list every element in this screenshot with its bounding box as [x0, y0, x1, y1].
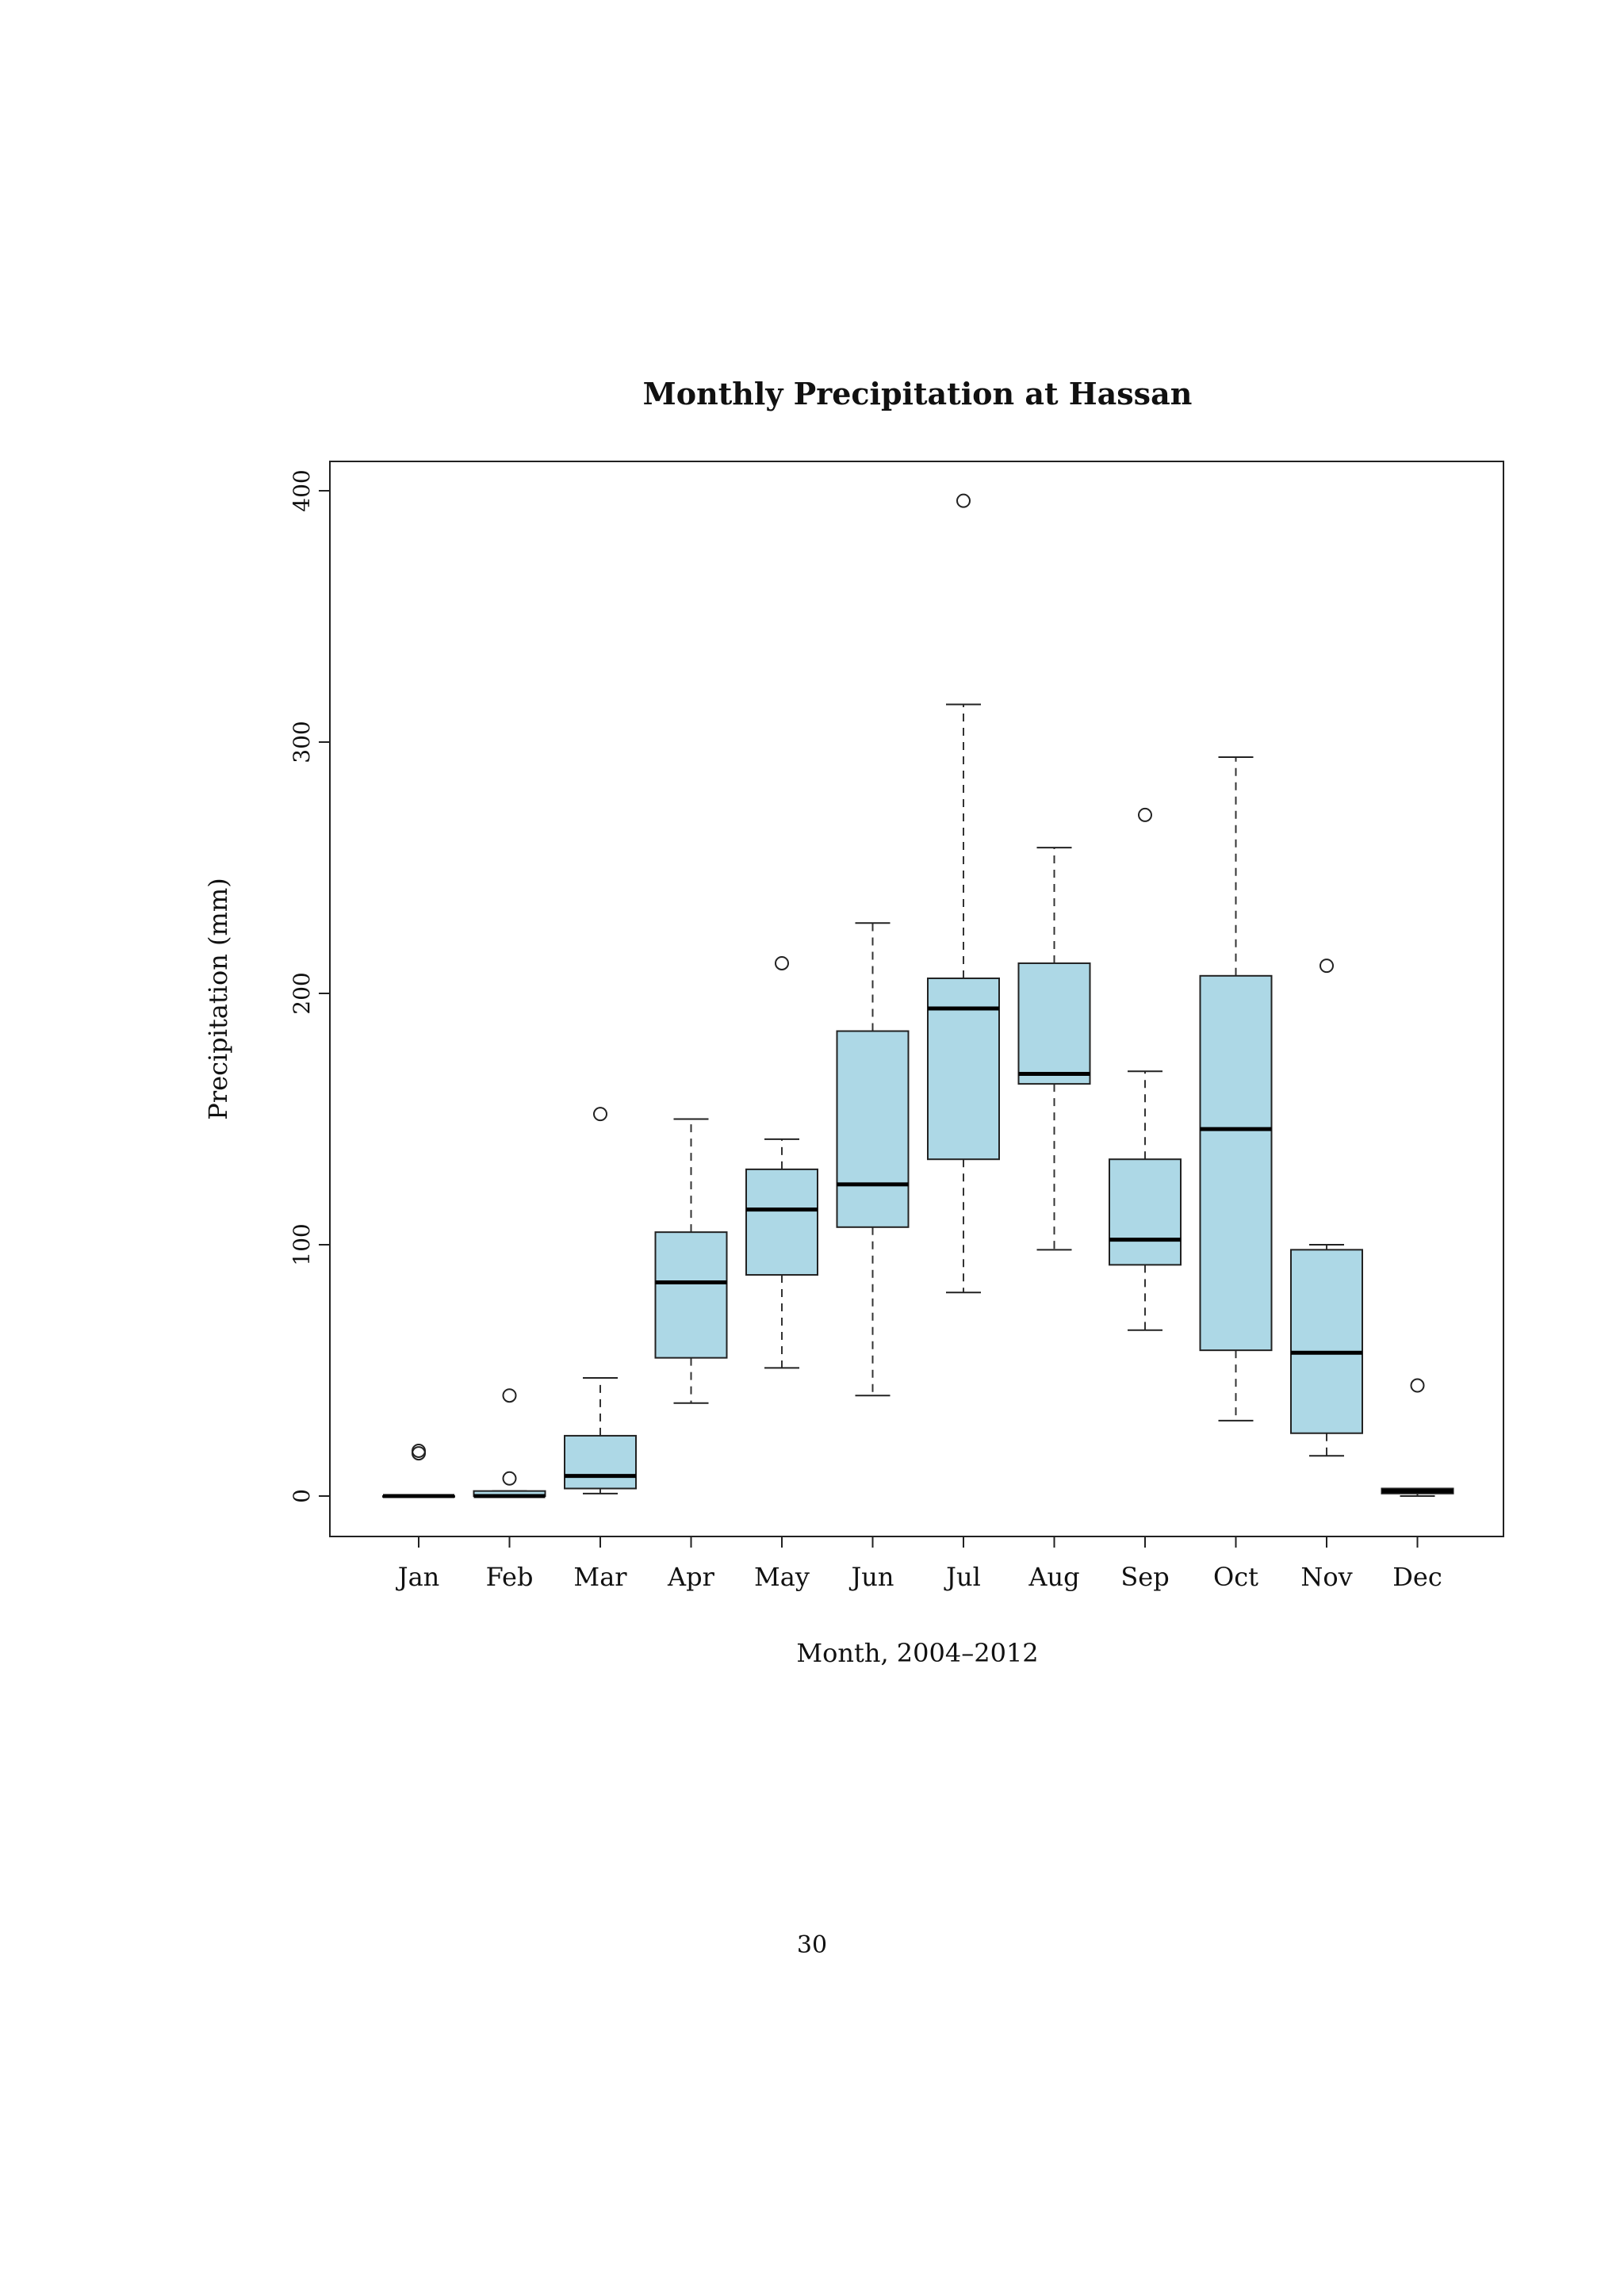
y-tick-label: 300	[289, 721, 315, 763]
y-tick-label: 100	[289, 1223, 315, 1265]
outlier-point	[412, 1443, 426, 1458]
x-tick-label-may: May	[754, 1562, 810, 1592]
box-iqr	[836, 1030, 910, 1228]
box-iqr	[927, 977, 1000, 1161]
x-tick-label-mar: Mar	[573, 1562, 627, 1592]
outlier-point	[502, 1471, 517, 1486]
outlier-point	[956, 493, 971, 508]
outlier-point	[1410, 1378, 1425, 1393]
box-jul	[927, 493, 1000, 1294]
box-apr	[654, 1118, 728, 1404]
box-iqr	[1199, 974, 1273, 1352]
x-tick-label-jun: Jun	[848, 1562, 894, 1592]
chart-title: Monthly Precipitation at Hassan	[643, 376, 1193, 411]
box-jun	[836, 922, 910, 1397]
x-axis-label: Month, 2004–2012	[796, 1638, 1038, 1668]
outlier-point	[1138, 807, 1152, 822]
y-tick-label: 400	[289, 469, 315, 511]
outlier-point	[502, 1388, 517, 1403]
y-tick-label: 0	[289, 1489, 315, 1503]
x-tick-label-oct: Oct	[1213, 1562, 1258, 1592]
box-iqr	[745, 1168, 818, 1276]
x-tick-label-feb: Feb	[486, 1562, 534, 1592]
box-nov	[1290, 959, 1363, 1457]
x-tick-label-sep: Sep	[1120, 1562, 1169, 1592]
y-tick-label: 200	[289, 972, 315, 1014]
outlier-point	[775, 955, 789, 970]
x-tick-label-jan: Jan	[396, 1562, 440, 1592]
y-axis: 0 100 200 300 400	[289, 469, 331, 1503]
y-axis-label: Precipitation (mm)	[203, 878, 233, 1119]
x-tick-label-apr: Apr	[667, 1562, 715, 1592]
box-aug	[1017, 847, 1091, 1251]
x-tick-label-jul: Jul	[944, 1562, 981, 1592]
x-axis: Jan Feb Mar Apr May Jun Jul Aug Sep Oct Nov Dec	[396, 1536, 1442, 1592]
page-number: 30	[796, 1931, 828, 1959]
boxes	[382, 493, 1454, 1498]
box-feb	[473, 1388, 546, 1498]
box-iqr	[654, 1231, 728, 1359]
box-mar	[564, 1107, 637, 1494]
box-jan	[382, 1443, 455, 1498]
box-dec	[1381, 1378, 1454, 1497]
outlier-point	[593, 1107, 607, 1122]
x-tick-label-nov: Nov	[1300, 1562, 1352, 1592]
box-sep	[1109, 807, 1182, 1331]
box-iqr	[1290, 1249, 1363, 1434]
box-may	[745, 955, 818, 1369]
box-iqr	[564, 1434, 637, 1490]
x-tick-label-aug: Aug	[1028, 1562, 1079, 1592]
box-iqr	[1109, 1158, 1182, 1266]
box-oct	[1199, 756, 1273, 1422]
box-iqr	[1017, 962, 1091, 1085]
outlier-point	[1320, 959, 1334, 974]
x-tick-label-dec: Dec	[1392, 1562, 1442, 1592]
